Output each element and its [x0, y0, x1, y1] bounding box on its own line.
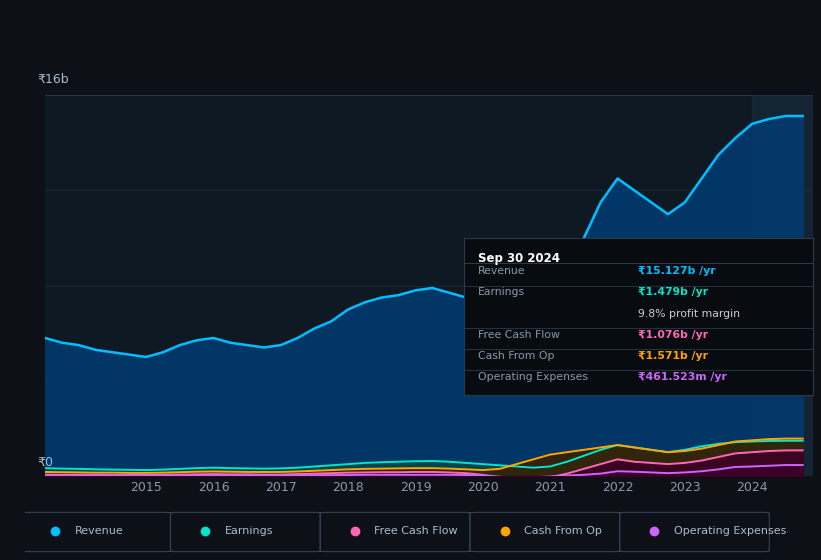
- Text: Earnings: Earnings: [224, 526, 273, 536]
- Bar: [752, 95, 813, 476]
- Text: Earnings: Earnings: [478, 287, 525, 297]
- Text: Revenue: Revenue: [75, 526, 123, 536]
- Text: Free Cash Flow: Free Cash Flow: [478, 330, 560, 340]
- Text: Revenue: Revenue: [478, 266, 525, 276]
- Text: Cash From Op: Cash From Op: [478, 351, 554, 361]
- Text: ₹15.127b /yr: ₹15.127b /yr: [639, 266, 716, 276]
- Text: ₹0: ₹0: [38, 456, 53, 469]
- Text: ₹461.523m /yr: ₹461.523m /yr: [639, 372, 727, 382]
- Text: ₹1.479b /yr: ₹1.479b /yr: [639, 287, 709, 297]
- Text: Operating Expenses: Operating Expenses: [478, 372, 588, 382]
- Text: Sep 30 2024: Sep 30 2024: [478, 252, 560, 265]
- Text: ₹1.571b /yr: ₹1.571b /yr: [639, 351, 709, 361]
- Text: Operating Expenses: Operating Expenses: [674, 526, 786, 536]
- Text: ₹1.076b /yr: ₹1.076b /yr: [639, 330, 709, 340]
- Text: 9.8% profit margin: 9.8% profit margin: [639, 309, 741, 319]
- Text: Free Cash Flow: Free Cash Flow: [374, 526, 458, 536]
- Text: Cash From Op: Cash From Op: [524, 526, 602, 536]
- Text: ₹16b: ₹16b: [38, 73, 69, 86]
